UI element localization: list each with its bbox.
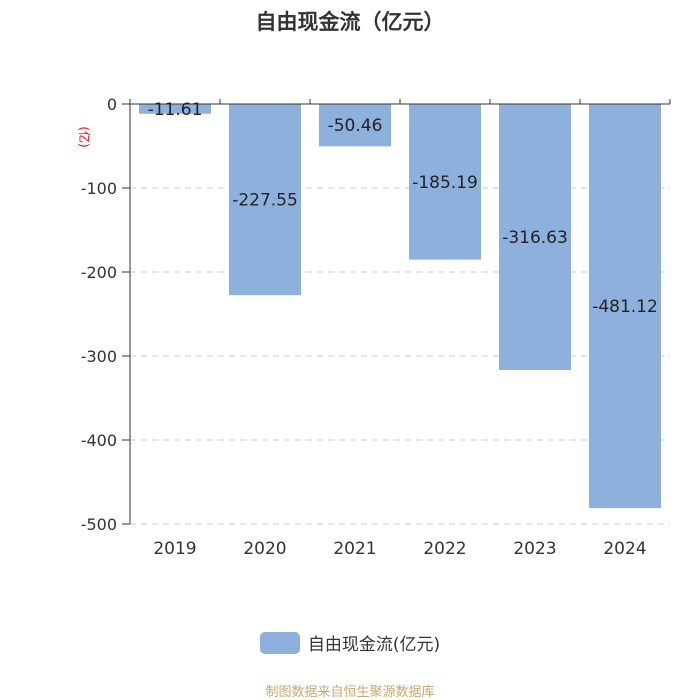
y-tick-label: -100 bbox=[81, 179, 117, 198]
grid-layer bbox=[130, 187, 670, 525]
x-tick-label: 2023 bbox=[513, 539, 556, 559]
data-label: -481.12 bbox=[592, 297, 658, 317]
legend[interactable]: 自由现金流(亿元) bbox=[0, 630, 700, 655]
y-tick-label: 0 bbox=[107, 95, 117, 114]
data-label: -316.63 bbox=[502, 228, 568, 248]
source-note: 制图数据来自恒生聚源数据库 bbox=[265, 685, 435, 700]
x-tick-label: 2022 bbox=[423, 539, 466, 559]
bar[interactable] bbox=[499, 104, 571, 370]
bar[interactable] bbox=[229, 104, 301, 296]
axis-layer: 0 -100 -200 -300 -400 -500 (亿) 2019 2020 2021 2022… bbox=[77, 95, 671, 559]
bar-layer bbox=[139, 104, 661, 509]
bar[interactable] bbox=[139, 104, 211, 114]
y-tick-label: -200 bbox=[81, 263, 117, 282]
chart-title: 自由现金流（亿元） bbox=[255, 10, 445, 34]
bar[interactable] bbox=[409, 104, 481, 260]
x-tick-label: 2020 bbox=[243, 539, 286, 559]
data-label: -11.61 bbox=[148, 100, 203, 120]
y-tick-label: -400 bbox=[81, 431, 117, 450]
bar[interactable] bbox=[589, 104, 661, 509]
y-tick-label: -500 bbox=[81, 515, 117, 534]
data-label: -185.19 bbox=[412, 173, 478, 193]
bar[interactable] bbox=[319, 104, 391, 147]
legend-swatch bbox=[259, 631, 300, 654]
data-label: -50.46 bbox=[328, 116, 383, 136]
x-tick-label: 2024 bbox=[603, 539, 646, 559]
data-label: -227.55 bbox=[232, 191, 298, 211]
y-tick-label: -300 bbox=[81, 347, 117, 366]
y-axis-label: (亿) bbox=[77, 126, 92, 147]
x-tick-label: 2019 bbox=[153, 539, 196, 559]
x-tick-label: 2021 bbox=[333, 539, 376, 559]
label-layer: -11.61 -227.55 -50.46 -185.19 -316.63 -481.12 bbox=[148, 100, 658, 317]
legend-label: 自由现金流(亿元) bbox=[307, 635, 441, 655]
